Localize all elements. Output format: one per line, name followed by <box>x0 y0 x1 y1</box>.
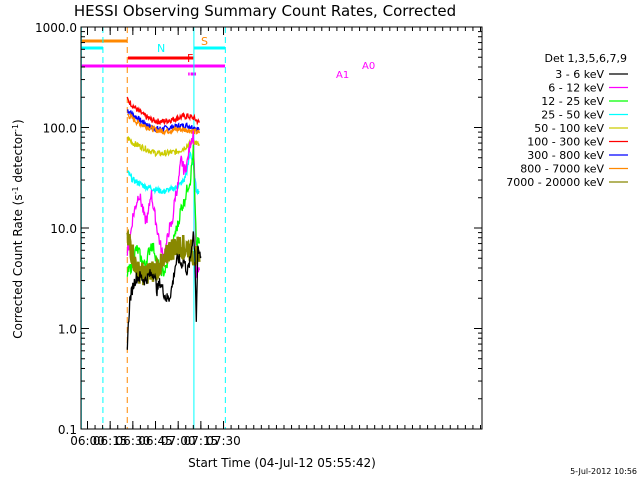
series-line <box>126 96 201 126</box>
flag-label-f: F <box>187 52 193 65</box>
footer-date: 5-Jul-2012 10:56 <box>570 467 637 476</box>
series-line <box>126 151 200 196</box>
legend-label: 50 - 100 keV <box>534 122 604 135</box>
y-tick-label: 0.1 <box>58 423 77 437</box>
x-tick-label: 06:15 <box>93 434 128 448</box>
legend-label: 100 - 300 keV <box>527 136 604 149</box>
legend-label: 300 - 800 keV <box>527 149 604 162</box>
x-tick-label: 06:00 <box>70 434 105 448</box>
legend-label: 12 - 25 keV <box>541 95 604 108</box>
legend-label: 25 - 50 keV <box>541 109 604 122</box>
flag-label-a0: A0 <box>362 61 375 72</box>
y-tick-label: 100.0 <box>43 122 77 136</box>
y-axis-label: Corrected Count Rate (s-1 detector-1) <box>11 119 26 338</box>
flag-label-s: S <box>201 35 208 48</box>
y-tick-label: 10.0 <box>50 222 77 236</box>
y-tick-label: 1000.0 <box>35 21 77 35</box>
legend-title: Det 1,3,5,6,7,9 <box>544 52 627 65</box>
legend-label: 6 - 12 keV <box>548 82 604 95</box>
vertical-markers <box>80 27 226 429</box>
flag-label-n: N <box>157 42 165 55</box>
y-axis-label-sup1: -1 <box>11 186 20 194</box>
chart-title: HESSI Observing Summary Count Rates, Cor… <box>74 2 456 20</box>
x-tick-label: 06:30 <box>116 434 151 448</box>
series-line <box>126 112 201 136</box>
series-lines <box>126 96 202 350</box>
series-line <box>127 109 200 134</box>
y-tick-label: 1.0 <box>58 323 77 337</box>
flag-bars <box>81 39 226 76</box>
y-axis-label-mid: detector <box>11 132 25 187</box>
series-line <box>126 136 200 158</box>
y-axis-label-end: ) <box>11 119 25 124</box>
series-line <box>126 144 201 277</box>
series-line <box>126 231 202 350</box>
y-axis: 1000.0 100.0 10.0 1.0 0.1 <box>35 21 482 437</box>
flag-label-a1: A1 <box>336 70 349 81</box>
plot-frame <box>80 26 483 430</box>
legend-label: 3 - 6 keV <box>555 68 604 81</box>
x-tick-label: 06:45 <box>138 434 173 448</box>
x-tick-label: 07:15 <box>184 434 219 448</box>
x-tick-label: 07:00 <box>161 434 196 448</box>
x-tick-label: 07:30 <box>206 434 241 448</box>
flag-labels: S N F A0 A1 <box>157 35 375 81</box>
y-axis-label-main: Corrected Count Rate (s <box>11 194 25 338</box>
legend-label: 7000 - 20000 keV <box>506 176 604 189</box>
legend-label: 800 - 7000 keV <box>520 163 604 176</box>
y-axis-label-sup2: -1 <box>11 124 20 132</box>
x-axis-label: Start Time (04-Jul-12 05:55:42) <box>188 456 376 470</box>
